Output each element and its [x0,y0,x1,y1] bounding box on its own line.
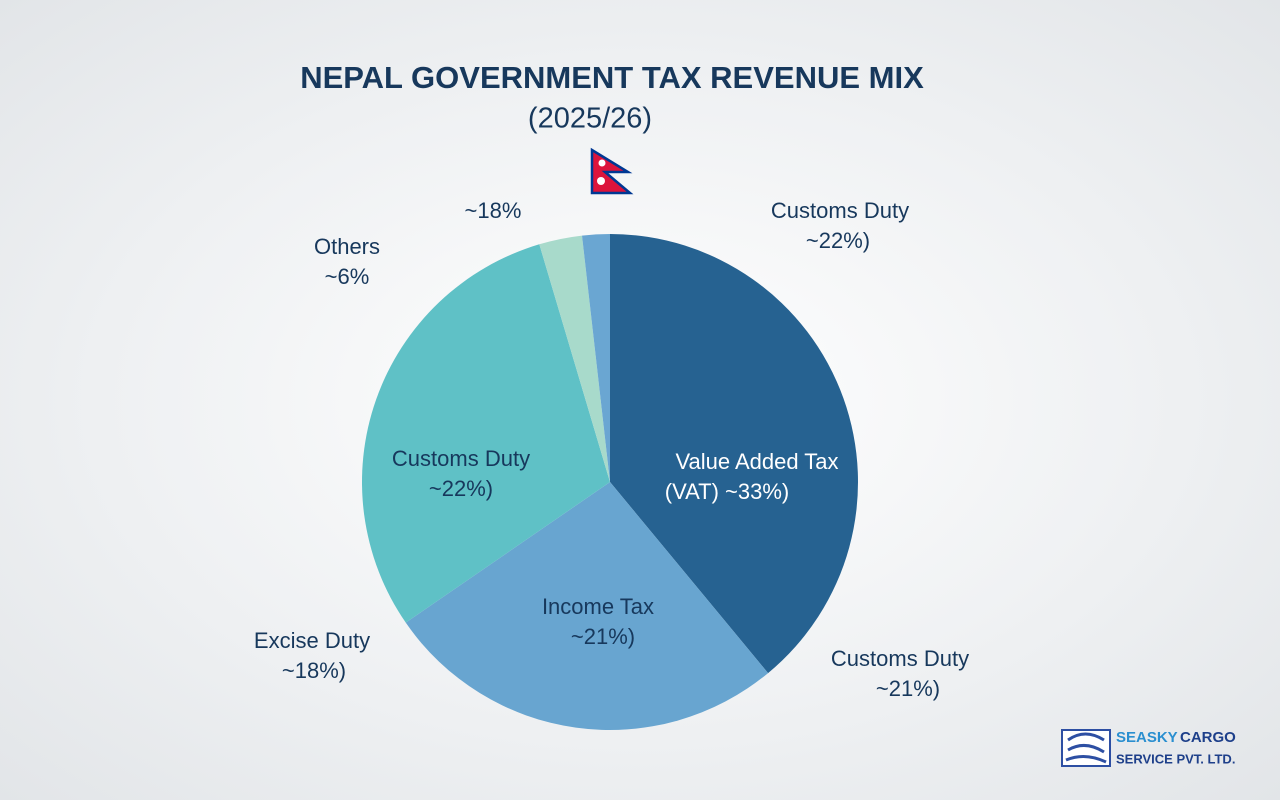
logo-text: CARGO [1180,729,1236,746]
pie-slice [582,234,610,482]
logo: SEASKY CARGO SERVICE PVT. LTD. [1061,729,1236,767]
annotation: Customs Duty [392,446,530,471]
logo-text: SEASKY [1116,729,1178,746]
annotation: Excise Duty [254,628,370,653]
annotation: ~21%) [571,624,635,649]
annotation: Customs Duty [831,646,969,671]
annotation: ~18% [465,198,522,223]
annotation: ~22%) [806,228,870,253]
logo-text: SERVICE PVT. LTD. [1116,751,1235,766]
annotation: ~21%) [876,676,940,701]
annotation: ~18%) [282,658,346,683]
pie-slice [362,244,610,623]
pie-slice [539,235,610,482]
pie-slice [610,234,858,674]
annotation: Value Added Tax [675,449,838,474]
pie [362,234,858,730]
pie-slice [405,482,769,730]
annotation: Income Tax [542,594,654,619]
annotation: Others [314,234,380,259]
annotation: Customs Duty [771,198,909,223]
chart-subtitle: (2025/26) [528,103,652,135]
annotation: ~6% [325,264,370,289]
chart-title: NEPAL GOVERNMENT TAX REVENUE MIX [300,60,924,95]
annotation: (VAT) ~33%) [665,479,790,504]
flag [590,147,634,195]
annotation: ~22%) [429,476,493,501]
